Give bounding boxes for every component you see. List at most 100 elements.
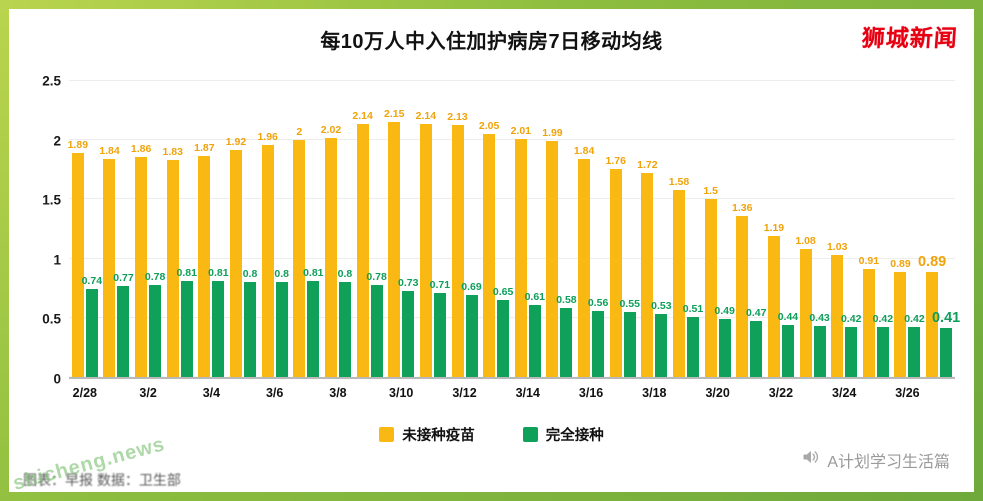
bar-value-label: 0.42 — [872, 313, 894, 326]
megaphone-icon — [801, 447, 821, 472]
bar-unvaccinated: 1.92 — [226, 136, 246, 377]
bar-vaccinated: 0.43 — [809, 312, 830, 377]
bar-vaccinated: 0.78 — [145, 271, 165, 377]
bar-value-label: 0.89 — [917, 253, 947, 270]
bar-vaccinated: 0.41 — [932, 310, 960, 377]
bar-unvaccinated: 1.84 — [99, 145, 120, 377]
y-axis-label: 1.5 — [42, 192, 61, 208]
bar-vaccinated: 0.69 — [461, 281, 482, 377]
x-axis-label: 3/16 — [578, 386, 604, 400]
bar-group: 1.03 0.42 — [827, 81, 861, 377]
bar-value-label: 0.53 — [651, 300, 672, 313]
bar-unvaccinated: 2.01 — [511, 125, 531, 377]
bar-group: 2.05 0.65 — [479, 81, 514, 377]
bar-value-label: 2 — [296, 126, 303, 139]
bar-value-label: 1.08 — [795, 235, 816, 248]
legend-swatch — [379, 427, 395, 442]
legend: 未接种疫苗 完全接种 — [9, 424, 974, 445]
bar-vaccinated: 0.8 — [274, 268, 289, 377]
bar-value-label: 0.81 — [176, 267, 197, 280]
bar-value-label: 0.47 — [746, 307, 767, 320]
bar-value-label: 1.03 — [826, 241, 848, 254]
bar-value-label: 2.15 — [384, 108, 405, 121]
bar-value-label: 0.74 — [81, 275, 103, 288]
x-axis-label: 3/4 — [202, 386, 221, 400]
bar-value-label: 0.71 — [429, 278, 451, 291]
bar-unvaccinated: 2.14 — [416, 110, 436, 377]
bar-value-label: 1.99 — [542, 127, 563, 140]
source-caption: 图表：早报 数据：卫生部 — [23, 472, 181, 488]
x-axis-label — [670, 386, 702, 400]
x-axis-label — [164, 386, 196, 400]
x-axis-label: 3/18 — [642, 386, 667, 400]
bar-vaccinated: 0.74 — [82, 275, 102, 377]
bar-vaccinated: 0.49 — [714, 305, 735, 377]
bar-value-label: 0.44 — [777, 310, 799, 323]
x-axis-label — [227, 386, 259, 400]
y-axis: 0 0.5 1 1.5 2 2.5 — [35, 74, 69, 387]
bar-value-label: 0.51 — [682, 302, 704, 315]
bar-unvaccinated: 1.03 — [827, 241, 847, 377]
bar-vaccinated: 0.51 — [683, 303, 703, 377]
bar-value-label: 0.43 — [809, 312, 830, 325]
bar-unvaccinated: 0.89 — [890, 258, 911, 377]
bar-unvaccinated: 1.76 — [605, 155, 626, 377]
bar-vaccinated: 0.44 — [778, 311, 798, 377]
bar-group: 1.86 0.78 — [130, 81, 165, 377]
bar-value-label: 2.01 — [510, 125, 531, 138]
bar-chart: 0 0.5 1 1.5 2 2.5 1.89 0.74 1.84 0.77 1.86 0.78 1.8… — [35, 74, 960, 387]
bar-value-label: 1.76 — [605, 154, 626, 167]
bar-value-label: 1.84 — [573, 145, 595, 158]
bar-value-label: 0.49 — [714, 304, 735, 317]
y-axis-label: 2.5 — [42, 73, 61, 89]
legend-item-vaccinated: 完全接种 — [522, 424, 604, 445]
x-axis-label: 3/6 — [265, 386, 284, 400]
bar-group: 1.08 0.43 — [795, 81, 830, 377]
bar-group: 2 0.81 — [290, 81, 324, 377]
bar-group: 1.5 0.49 — [702, 81, 735, 377]
bar-vaccinated: 0.71 — [430, 279, 450, 377]
x-axis-label: 3/8 — [329, 386, 347, 400]
bar-unvaccinated: 1.58 — [669, 176, 689, 377]
bar-group: 1.89 0.74 — [67, 81, 102, 377]
bar-unvaccinated: 2.05 — [479, 120, 499, 377]
bar-unvaccinated: 1.87 — [194, 142, 215, 377]
bar-value-label: 1.72 — [637, 159, 658, 172]
bar-group: 2.15 0.73 — [384, 81, 418, 377]
bar-group: 2.13 0.69 — [447, 81, 482, 377]
bar-unvaccinated: 1.36 — [732, 202, 752, 377]
bar-group: 1.92 0.8 — [226, 81, 259, 377]
bar-group: 1.84 0.77 — [99, 81, 134, 377]
bar-group: 1.72 0.53 — [637, 81, 672, 377]
bar-vaccinated: 0.42 — [904, 313, 925, 377]
bar-value-label: 0.65 — [492, 286, 514, 299]
bar-unvaccinated: 2.13 — [447, 111, 468, 377]
bar-vaccinated: 0.73 — [398, 277, 418, 377]
bar-value-label: 0.42 — [904, 313, 925, 326]
bar-value-label: 1.84 — [99, 145, 120, 158]
bar-value-label: 1.36 — [732, 201, 753, 214]
bar-vaccinated: 0.78 — [366, 271, 387, 377]
bar-unvaccinated: 2.15 — [384, 108, 404, 377]
bar-group: 2.14 0.71 — [416, 81, 450, 377]
bar-value-label: 0.61 — [524, 290, 545, 303]
x-axis-label — [860, 386, 892, 400]
bar-value-label: 1.86 — [130, 142, 152, 155]
bar-group: 2.02 0.8 — [321, 81, 354, 377]
bar-group: 0.89 0.42 — [890, 81, 925, 377]
bar-unvaccinated: 1.99 — [542, 127, 563, 377]
x-axis-label — [290, 386, 322, 400]
x-axis: 2/28 3/2 3/4 3/6 3/8 3/10 3/12 3/14 3/16 3/18 3/20… — [69, 386, 955, 400]
bar-value-label: 1.89 — [67, 139, 89, 152]
x-axis-label: 3/26 — [895, 386, 920, 400]
bar-unvaccinated: 1.08 — [795, 235, 816, 377]
x-axis-label — [797, 386, 829, 400]
bar-value-label: 2.13 — [447, 110, 468, 123]
legend-label: 完全接种 — [545, 428, 604, 444]
bar-unvaccinated: 1.72 — [637, 159, 658, 377]
bar-vaccinated: 0.8 — [243, 268, 257, 377]
bar-value-label: 1.96 — [257, 130, 278, 143]
bar-unvaccinated: 2 — [293, 126, 306, 377]
bar-unvaccinated: 2.02 — [321, 124, 341, 377]
bar-value-label: 0.91 — [858, 255, 880, 268]
